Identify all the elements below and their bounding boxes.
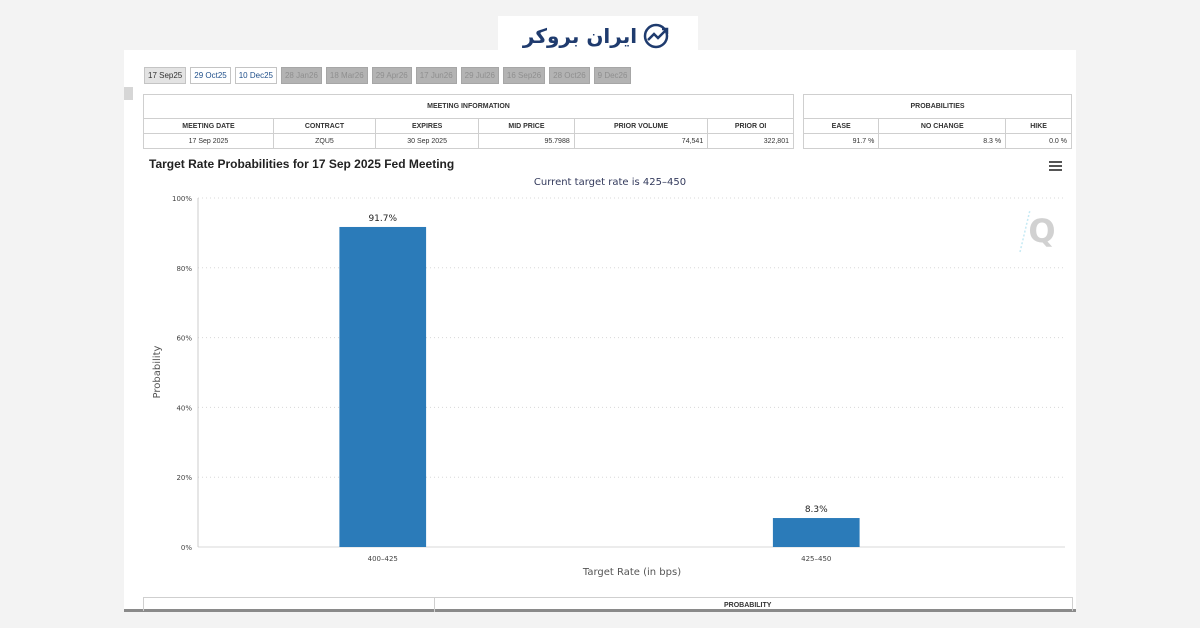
scroll-handle[interactable] — [124, 87, 133, 100]
meeting-information-table: MEETING INFORMATION MEETING DATE CONTRAC… — [143, 94, 794, 149]
contract-cell: ZQU5 — [272, 133, 377, 149]
gridlines — [198, 197, 1065, 548]
probability-table-header: PROBABILITY — [143, 597, 1073, 612]
column-header: NO CHANGE — [878, 118, 1007, 134]
probabilities-table: PROBABILITIES EASE NO CHANGE HIKE 91.7 %… — [802, 94, 1072, 149]
x-axis-label: Target Rate (in bps) — [582, 567, 681, 578]
column-header: CONTRACT — [272, 118, 377, 134]
meeting-information-heading: MEETING INFORMATION — [143, 94, 794, 119]
expires-cell: 30 Sep 2025 — [375, 133, 480, 149]
chart-title: Target Rate Probabilities for 17 Sep 202… — [149, 157, 455, 171]
y-axis-ticks: 0% 20% 40% 60% 80% 100% — [172, 195, 192, 552]
tab-meeting-date[interactable]: 29 Oct25 — [190, 67, 231, 84]
y-tick-label: 40% — [176, 404, 192, 412]
x-tick-label: 400–425 — [368, 555, 398, 563]
brand-name: ایران بروکر — [522, 24, 638, 48]
bar-data-label: 91.7% — [368, 214, 397, 224]
probability-bar-chart: Current target rate is 425–450 0% 20% 40% 6… — [152, 177, 1065, 578]
meeting-date-tabs: 17 Sep25 29 Oct25 10 Dec25 28 Jan26 18 Mar26… — [144, 67, 632, 84]
column-header: EASE — [802, 118, 880, 134]
tab-meeting-date[interactable]: 16 Sep26 — [502, 67, 546, 84]
column-divider — [434, 598, 435, 612]
y-tick-label: 60% — [176, 335, 192, 343]
x-axis-ticks: 400–425 425–450 — [368, 555, 832, 563]
column-header: HIKE — [1005, 118, 1072, 134]
column-header: EXPIRES — [375, 118, 480, 134]
tab-meeting-date[interactable]: 10 Dec25 — [234, 67, 277, 84]
brand-logo[interactable]: ایران بروکر — [498, 16, 698, 56]
hamburger-menu-icon[interactable] — [1049, 161, 1062, 171]
bars: 91.7% 8.3% — [339, 214, 860, 548]
meeting-date-cell: 17 Sep 2025 — [143, 133, 274, 149]
y-axis-label: Probability — [152, 345, 163, 398]
trend-chart-icon — [643, 23, 669, 49]
mid-price-cell: 95.7988 — [478, 133, 575, 149]
no-change-cell: 8.3 % — [878, 133, 1007, 149]
panel-bottom-border — [124, 609, 1076, 612]
hike-cell: 0.0 % — [1005, 133, 1072, 149]
probabilities-heading: PROBABILITIES — [803, 94, 1072, 119]
bar-data-label: 8.3% — [805, 505, 828, 515]
chart-subtitle: Current target rate is 425–450 — [534, 177, 686, 188]
column-header: MID PRICE — [478, 118, 575, 134]
column-header: PRIOR VOLUME — [573, 118, 709, 134]
watermark-logo: Q — [1019, 209, 1056, 253]
tab-meeting-date[interactable]: 28 Oct26 — [549, 67, 590, 84]
bar[interactable] — [339, 226, 427, 548]
prior-oi-cell: 322,801 — [707, 133, 794, 149]
x-tick-label: 425–450 — [801, 555, 831, 563]
table-row: 91.7 % 8.3 % 0.0 % — [802, 133, 1072, 149]
watermark-letter: Q — [1028, 212, 1055, 250]
tab-meeting-date[interactable]: 17 Sep25 — [144, 67, 187, 84]
tab-meeting-date[interactable]: 18 Mar26 — [325, 67, 368, 84]
prior-volume-cell: 74,541 — [573, 133, 709, 149]
y-tick-label: 20% — [176, 474, 192, 482]
tab-meeting-date[interactable]: 29 Apr26 — [371, 67, 412, 84]
y-tick-label: 80% — [176, 265, 192, 273]
probability-heading: PROBABILITY — [724, 602, 772, 609]
y-tick-label: 0% — [181, 544, 192, 552]
column-header: PRIOR OI — [707, 118, 794, 134]
tab-meeting-date[interactable]: 17 Jun26 — [415, 67, 457, 84]
bar[interactable] — [772, 518, 860, 547]
tab-meeting-date[interactable]: 9 Dec26 — [593, 67, 632, 84]
tab-meeting-date[interactable]: 28 Jan26 — [280, 67, 322, 84]
ease-cell: 91.7 % — [802, 133, 880, 149]
y-tick-label: 100% — [172, 195, 192, 203]
table-row: 17 Sep 2025 ZQU5 30 Sep 2025 95.7988 74,… — [143, 133, 794, 149]
column-header: MEETING DATE — [143, 118, 274, 134]
tab-meeting-date[interactable]: 29 Jul26 — [460, 67, 499, 84]
